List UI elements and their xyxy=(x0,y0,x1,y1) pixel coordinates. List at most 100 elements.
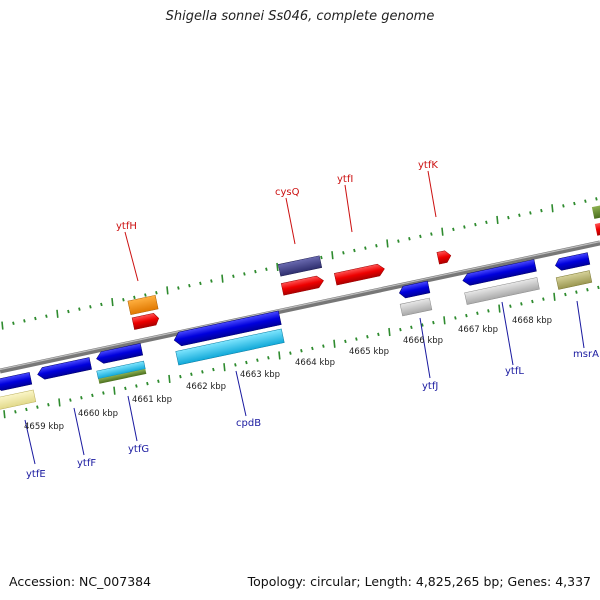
tick-mark xyxy=(210,279,213,283)
gene-leader-lines xyxy=(24,170,585,465)
kbp-label: 4668 kbp xyxy=(512,316,552,326)
tick-mark xyxy=(542,297,545,301)
genes-reverse-strand xyxy=(0,252,593,411)
tick-mark xyxy=(80,395,83,400)
gene-ytfJ-feature xyxy=(399,297,433,317)
gene-blue-feature xyxy=(462,259,537,286)
tick-mark xyxy=(14,410,17,414)
tick-mark xyxy=(23,319,26,323)
tick-mark xyxy=(245,360,248,365)
tick-mark xyxy=(498,304,501,313)
gene-ytfL-feature xyxy=(464,277,540,305)
tick-mark xyxy=(421,323,424,327)
tick-mark xyxy=(122,298,125,302)
tick-mark xyxy=(410,325,413,330)
tick-mark xyxy=(69,398,72,402)
tick-mark xyxy=(386,239,389,248)
tick-mark xyxy=(397,239,400,243)
tick-mark xyxy=(124,386,127,391)
tick-mark xyxy=(553,292,556,301)
tick-mark xyxy=(188,283,191,288)
tick-mark xyxy=(56,309,59,318)
tick-mark xyxy=(100,302,103,307)
tick-mark xyxy=(540,208,543,213)
gene-label-bottom: ytfG xyxy=(128,444,149,455)
gene-ytfI-feature xyxy=(334,263,385,286)
tick-mark xyxy=(586,288,589,292)
tick-mark xyxy=(91,393,94,398)
tick-mark xyxy=(584,199,587,203)
gene-label-top: ytfH xyxy=(116,221,137,232)
tick-mark xyxy=(267,356,270,360)
tick-mark xyxy=(476,311,479,315)
kbp-label: 4661 kbp xyxy=(132,395,172,405)
tick-mark xyxy=(430,232,433,236)
map-title: Shigella sonnei Ss046, complete genome xyxy=(165,9,435,24)
tick-mark xyxy=(58,398,61,407)
tick-mark xyxy=(265,267,268,271)
genome-summary-text: Topology: circular; Length: 4,825,265 bp… xyxy=(247,574,591,589)
tick-mark xyxy=(111,298,114,307)
tick-mark xyxy=(177,286,180,290)
tick-mark xyxy=(47,403,50,407)
tick-mark xyxy=(388,327,391,337)
gene-blue-feature xyxy=(399,280,431,299)
accession-text: Accession: NC_007384 xyxy=(9,574,152,589)
gene-cysQ-feature xyxy=(277,255,323,277)
tick-mark xyxy=(135,384,138,388)
kbp-label: 4666 kbp xyxy=(403,336,443,346)
tick-mark xyxy=(342,251,345,255)
kbp-labels: 4659 kbp 4660 kbp 4661 kbp 4662 kbp 4663… xyxy=(24,316,552,432)
tick-mark xyxy=(355,337,358,341)
tick-mark xyxy=(276,262,279,271)
tick-mark xyxy=(487,309,490,313)
tick-mark xyxy=(166,286,169,295)
gene-blue-feature xyxy=(96,343,144,364)
tick-mark xyxy=(520,302,523,306)
gene-blue-feature xyxy=(555,252,591,271)
gene-ytfK-feature xyxy=(436,250,452,265)
tick-mark xyxy=(201,370,204,374)
tick-mark xyxy=(243,272,246,276)
gene-label-bottom: ytfL xyxy=(505,366,524,377)
tick-mark xyxy=(278,351,281,360)
gene-label-top: cysQ xyxy=(275,187,300,198)
gene-red-feature-edge xyxy=(594,221,600,236)
gene-label-bottom: ytfF xyxy=(77,458,96,469)
gene-labels: ytfH cysQ ytfI ytfK ytfE ytfF ytfG cpdB … xyxy=(26,160,599,480)
tick-mark xyxy=(531,299,534,304)
tick-mark xyxy=(344,339,347,344)
tick-mark xyxy=(67,309,70,314)
tick-mark xyxy=(102,391,105,395)
tick-mark xyxy=(331,251,334,260)
tick-mark xyxy=(496,215,499,225)
tick-mark xyxy=(432,320,435,325)
tick-mark xyxy=(25,407,28,412)
tick-mark xyxy=(465,313,468,318)
tick-mark xyxy=(289,351,292,355)
gene-ytfG-feature xyxy=(96,360,147,384)
tick-mark xyxy=(408,237,411,241)
tick-mark xyxy=(419,234,422,239)
tick-mark xyxy=(333,339,336,348)
tick-mark xyxy=(144,293,147,297)
tick-mark xyxy=(529,211,532,215)
gene-ytfF-feature xyxy=(37,357,92,380)
gene-ytfH-feature xyxy=(127,294,159,316)
tick-mark xyxy=(1,321,4,330)
tick-mark xyxy=(113,386,116,395)
tick-mark xyxy=(573,201,576,206)
tick-mark xyxy=(562,204,565,208)
tick-mark xyxy=(223,363,226,372)
tick-mark xyxy=(377,332,380,337)
tick-mark xyxy=(399,327,402,332)
genes-forward-strand xyxy=(127,204,600,330)
gene-blue-feature xyxy=(173,310,282,347)
gene-ytfE-feature xyxy=(0,372,33,391)
tick-mark xyxy=(157,379,160,384)
backbone-highlight xyxy=(0,241,600,371)
gene-red-feature xyxy=(280,275,324,296)
kbp-label: 4660 kbp xyxy=(78,409,118,419)
gene-red-feature xyxy=(131,312,160,330)
